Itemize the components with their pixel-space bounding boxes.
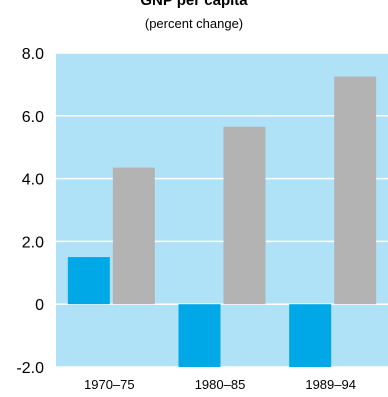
x-tick-label: 1980–85 — [195, 377, 246, 392]
y-tick-label: 8.0 — [22, 46, 44, 63]
chart-subtitle: (percent change) — [144, 16, 244, 31]
bars — [67, 76, 377, 367]
gridlines — [56, 52, 388, 368]
x-axis-ticks: 1970–75 1980–85 1989–94 — [84, 377, 356, 392]
bar-series-1 — [67, 257, 110, 305]
chart-title: GNP per capita — [140, 0, 248, 9]
bar-series-1 — [289, 304, 332, 367]
x-tick-label: 1970–75 — [84, 377, 135, 392]
y-tick-label: -2.0 — [16, 360, 44, 377]
y-tick-label: 2.0 — [22, 234, 44, 251]
bar-series-2 — [112, 167, 155, 305]
bar-series-1 — [178, 304, 221, 367]
bar-series-2 — [334, 76, 377, 305]
y-tick-label: 6.0 — [22, 109, 44, 126]
y-tick-label: 0 — [35, 297, 44, 314]
x-tick-label: 1989–94 — [305, 377, 356, 392]
y-tick-label: 4.0 — [22, 172, 44, 189]
bar-series-2 — [223, 126, 266, 305]
y-axis-ticks: 8.0 6.0 4.0 2.0 0 -2.0 — [16, 46, 44, 377]
plot-background — [56, 53, 388, 367]
